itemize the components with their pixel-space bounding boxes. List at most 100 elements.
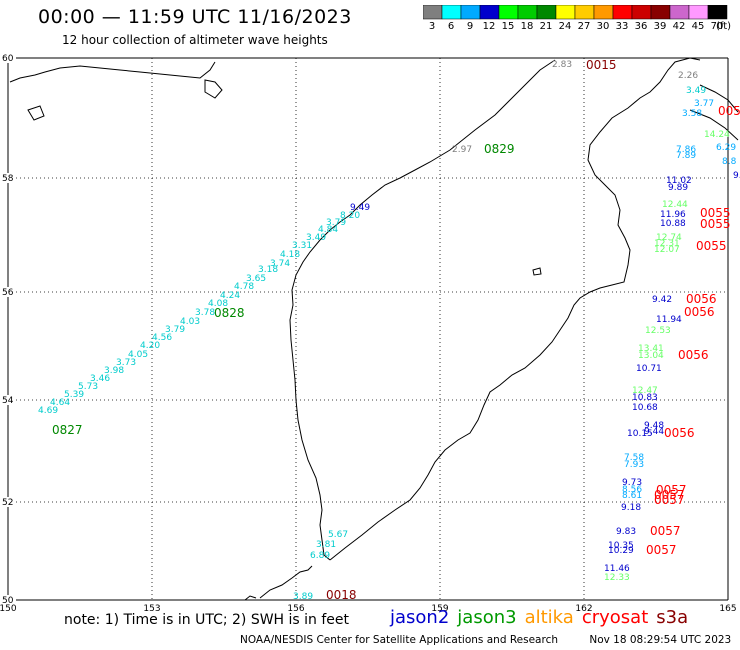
lat-label: 50 [2, 596, 14, 606]
wave-height-label: 5.39 [64, 390, 84, 400]
credit-text: NOAA/NESDIS Center for Satellite Applica… [240, 634, 558, 646]
wave-height-label: 5.67 [328, 530, 348, 540]
wave-height-label: 3.31 [292, 241, 312, 251]
track-time-label: 0057 [646, 543, 677, 557]
legend-label-15: 15 [501, 21, 515, 32]
kuril-islands [259, 565, 313, 599]
track-time-label: 0056 [684, 305, 715, 319]
legend-label-30: 30 [596, 21, 610, 32]
northeast-bay [689, 109, 739, 141]
lat-label: 52 [2, 498, 13, 508]
lon-label: 159 [431, 604, 448, 614]
wave-height-label: 3.49 [306, 233, 326, 243]
wave-height-label: 7.93 [624, 460, 644, 470]
lat-label: 56 [2, 288, 14, 298]
lat-label-bg [0, 395, 16, 405]
legend-label-42: 42 [672, 21, 686, 32]
wave-height-label: 10.68 [632, 403, 658, 413]
wave-height-label: 3.81 [316, 540, 336, 550]
legend-label-18: 18 [520, 21, 534, 32]
wave-height-label: 3.58 [682, 109, 702, 119]
lat-label: 54 [2, 396, 14, 406]
wave-height-label: 7.86 [676, 145, 696, 155]
coastlines [9, 57, 739, 601]
track-time-label: 0015 [586, 58, 617, 72]
wave-height-label: 8.61 [622, 491, 642, 501]
kamchatka-west-coast [329, 57, 701, 561]
wave-height-label: 3.74 [270, 259, 290, 269]
wave-height-label: 7.58 [624, 453, 644, 463]
graticule [7, 57, 729, 601]
wave-height-label: 9.89 [668, 183, 688, 193]
track-time-label: 0057 [654, 493, 685, 507]
wave-height-label: 4.03 [180, 317, 200, 327]
wave-height-label: 4.64 [50, 398, 70, 408]
track-time-label: 0829 [484, 142, 515, 156]
wave-height-label: 10.35 [608, 541, 634, 551]
northeast-coastline [699, 84, 739, 113]
wave-height-label: 11.94 [656, 315, 682, 325]
map-subtitle: 12 hour collection of altimeter wave hei… [62, 33, 328, 47]
wave-height-label: 4.05 [128, 350, 148, 360]
northwest-coast [9, 61, 216, 83]
track-time-label: 0055 [700, 206, 731, 220]
wave-height-label: 6.29 [716, 143, 736, 153]
wave-height-label: 4.78 [234, 282, 254, 292]
satellite-jason3: jason3 [457, 607, 517, 628]
track-time-label: 0056 [664, 426, 695, 440]
kuril-island-2 [244, 595, 257, 601]
wave-height-label: 4.08 [208, 299, 228, 309]
lat-label-bg [0, 497, 16, 507]
wave-height-label: 4.56 [152, 333, 172, 343]
track-time-label: 0827 [52, 423, 83, 437]
wave-height-label: 2.83 [552, 60, 572, 70]
wave-height-label: 9.42 [652, 295, 672, 305]
wave-height-label: 8.8 [722, 157, 737, 167]
wave-height-label: 4.24 [220, 291, 240, 301]
wave-height-label: 9. [733, 171, 740, 181]
wave-height-label: 9.44 [644, 427, 664, 437]
lon-label: 165 [719, 604, 736, 614]
track-time-label: 0056 [678, 348, 709, 362]
wave-height-labels: 2.83 2.26 3.49 3.773.58 14.24 7.867.89 6.29 8.8… [38, 60, 740, 602]
legend-swatch-70 [707, 5, 728, 20]
wave-height-label: 9.49 [350, 203, 370, 213]
legend-label-70: 70 [710, 21, 724, 32]
wave-height-label: 12.07 [654, 245, 680, 255]
wave-height-label: 13.41 [638, 344, 664, 354]
wave-height-label: 7.89 [676, 151, 696, 161]
legend-label-21: 21 [539, 21, 553, 32]
wave-height-label: 3.65 [246, 274, 266, 284]
wave-height-label: 4.84 [318, 225, 338, 235]
wave-height-label: 4.18 [280, 250, 300, 260]
wave-height-label: 14.24 [704, 130, 730, 140]
legend-label-27: 27 [577, 21, 591, 32]
legend-label-24: 24 [558, 21, 572, 32]
color-legend [423, 5, 728, 20]
track-time-label: 0055 [700, 217, 731, 231]
lat-label: 58 [2, 174, 14, 184]
wave-height-label: 12.44 [662, 200, 688, 210]
lon-label: 153 [143, 604, 160, 614]
small-island [532, 267, 542, 276]
track-time-label: 0018 [326, 588, 357, 602]
wave-height-label: 3.49 [686, 86, 706, 96]
lat-label: 60 [2, 54, 14, 64]
legend-label-39: 39 [653, 21, 667, 32]
wave-height-label: 9.48 [644, 421, 664, 431]
legend-label-36: 36 [634, 21, 648, 32]
wave-height-label: 10.29 [608, 546, 634, 556]
wave-height-label: 13.04 [638, 351, 664, 361]
track-time-label: 0055 [696, 239, 727, 253]
wave-height-label: 12.74 [656, 233, 682, 243]
northwest-island [204, 79, 223, 99]
wave-height-label: 10.71 [636, 364, 662, 374]
track-time-label: 0056 [686, 292, 717, 306]
legend-unit: (ft) [716, 21, 732, 32]
lat-label-bg [0, 173, 16, 183]
lon-label: 150 [0, 604, 17, 614]
legend-label-33: 33 [615, 21, 629, 32]
lat-label-bg [0, 595, 16, 605]
wave-height-label: 2.97 [452, 145, 472, 155]
